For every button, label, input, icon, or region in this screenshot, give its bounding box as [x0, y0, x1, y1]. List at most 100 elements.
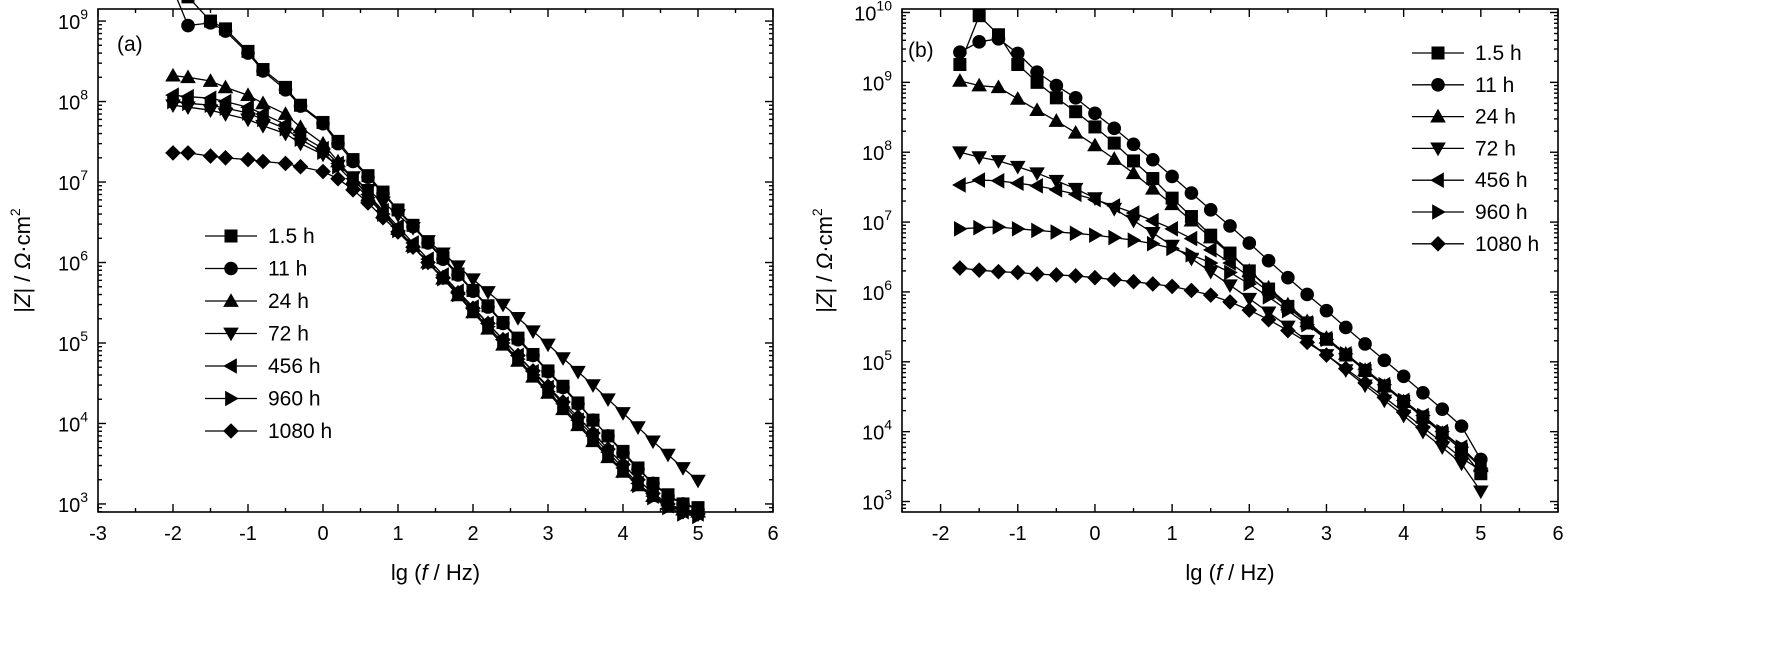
data-point — [345, 182, 361, 198]
data-point — [496, 316, 510, 331]
x-tick-label: 0 — [317, 523, 328, 545]
data-point — [540, 378, 556, 395]
data-point — [294, 131, 309, 148]
x-tick-label: -2 — [932, 523, 950, 545]
legend-label: 72 h — [1475, 137, 1516, 160]
x-tick-label: 6 — [1552, 523, 1563, 545]
series-line — [959, 151, 1482, 492]
data-point — [405, 239, 421, 255]
data-point — [630, 471, 646, 488]
series-line — [959, 38, 1482, 460]
data-point — [645, 435, 661, 450]
data-point — [240, 87, 256, 102]
data-point — [1009, 91, 1026, 105]
legend: 1.5 h 11 h 24 h 72 h 456 h 960 h 1080 h — [205, 225, 332, 443]
legend-item: 11 h — [205, 258, 307, 281]
data-point — [972, 35, 986, 49]
data-point — [1108, 229, 1123, 246]
data-point — [585, 379, 601, 393]
x-tick-label: -2 — [164, 523, 182, 545]
data-point — [952, 260, 968, 276]
data-point — [1165, 169, 1179, 184]
data-point — [1164, 221, 1178, 237]
data-point — [1146, 152, 1160, 167]
data-point — [971, 151, 987, 165]
data-point — [1415, 419, 1431, 436]
data-point — [165, 145, 181, 161]
data-point — [525, 325, 541, 340]
data-point — [1146, 172, 1160, 186]
data-point — [1339, 346, 1354, 362]
data-point — [1048, 174, 1065, 189]
x-tick-label: 3 — [1321, 523, 1332, 545]
data-point — [555, 394, 571, 410]
data-point — [1145, 212, 1159, 229]
data-point — [317, 144, 331, 160]
x-tick-label: 0 — [1089, 523, 1100, 545]
legend-item: 72 h — [1412, 137, 1516, 160]
data-point — [990, 172, 1005, 189]
data-point — [1416, 385, 1430, 400]
data-point — [277, 106, 294, 120]
y-tick-label: 105 — [58, 328, 88, 356]
legend-marker — [223, 358, 237, 374]
data-point — [675, 462, 691, 476]
data-point — [953, 45, 967, 60]
data-point — [1359, 361, 1373, 378]
x-axis-title: lg (f / Hz) — [1185, 560, 1274, 585]
data-point — [1202, 242, 1217, 258]
data-point — [1301, 316, 1315, 333]
data-point — [585, 425, 601, 441]
data-point — [167, 93, 181, 110]
data-point — [1183, 230, 1198, 247]
legend-marker — [1430, 172, 1444, 188]
data-point — [1241, 292, 1258, 307]
data-point — [1436, 423, 1451, 440]
panel-b: -2 -1 0 1 2 3 4 5 6 103 104 105 106 107 108 109 1010 lg (… — [809, 0, 1564, 585]
y-tick-label: 106 — [58, 248, 88, 276]
data-point — [1453, 450, 1470, 466]
data-point — [1030, 65, 1044, 79]
data-point — [601, 429, 615, 443]
data-point — [242, 105, 256, 121]
data-point — [510, 312, 526, 326]
y-tick-label: 103 — [862, 487, 892, 515]
data-point — [616, 446, 630, 460]
data-point — [1067, 124, 1084, 139]
data-point — [480, 315, 496, 332]
legend-label: 456 h — [1475, 169, 1528, 192]
data-point — [217, 79, 234, 94]
data-point — [293, 99, 308, 113]
legend-label: 456 h — [268, 355, 321, 378]
data-point — [526, 348, 540, 363]
data-point — [953, 58, 967, 72]
data-point — [1048, 181, 1063, 198]
series-960h — [954, 219, 1489, 476]
data-point — [481, 300, 495, 314]
data-point — [1031, 222, 1045, 239]
data-point — [952, 146, 968, 161]
data-point — [331, 136, 345, 151]
series-line — [176, 0, 699, 511]
data-point — [990, 79, 1007, 94]
series-line — [959, 267, 1482, 471]
data-point — [346, 154, 360, 169]
y-tick-label: 109 — [58, 6, 88, 34]
data-point — [1030, 75, 1044, 89]
data-point — [1281, 270, 1295, 285]
data-point — [615, 456, 631, 473]
data-point — [465, 300, 481, 317]
data-point — [1299, 334, 1315, 351]
data-point — [451, 268, 465, 282]
legend-marker — [223, 423, 239, 439]
data-point — [1125, 165, 1142, 180]
y-tick-label: 104 — [862, 417, 892, 445]
data-point — [1223, 219, 1237, 233]
data-point — [570, 365, 586, 380]
data-point — [1067, 268, 1084, 284]
data-point — [1127, 154, 1141, 168]
series-1.5h — [181, 0, 705, 515]
data-point — [571, 397, 585, 411]
data-point — [615, 407, 631, 421]
data-point — [218, 24, 233, 38]
